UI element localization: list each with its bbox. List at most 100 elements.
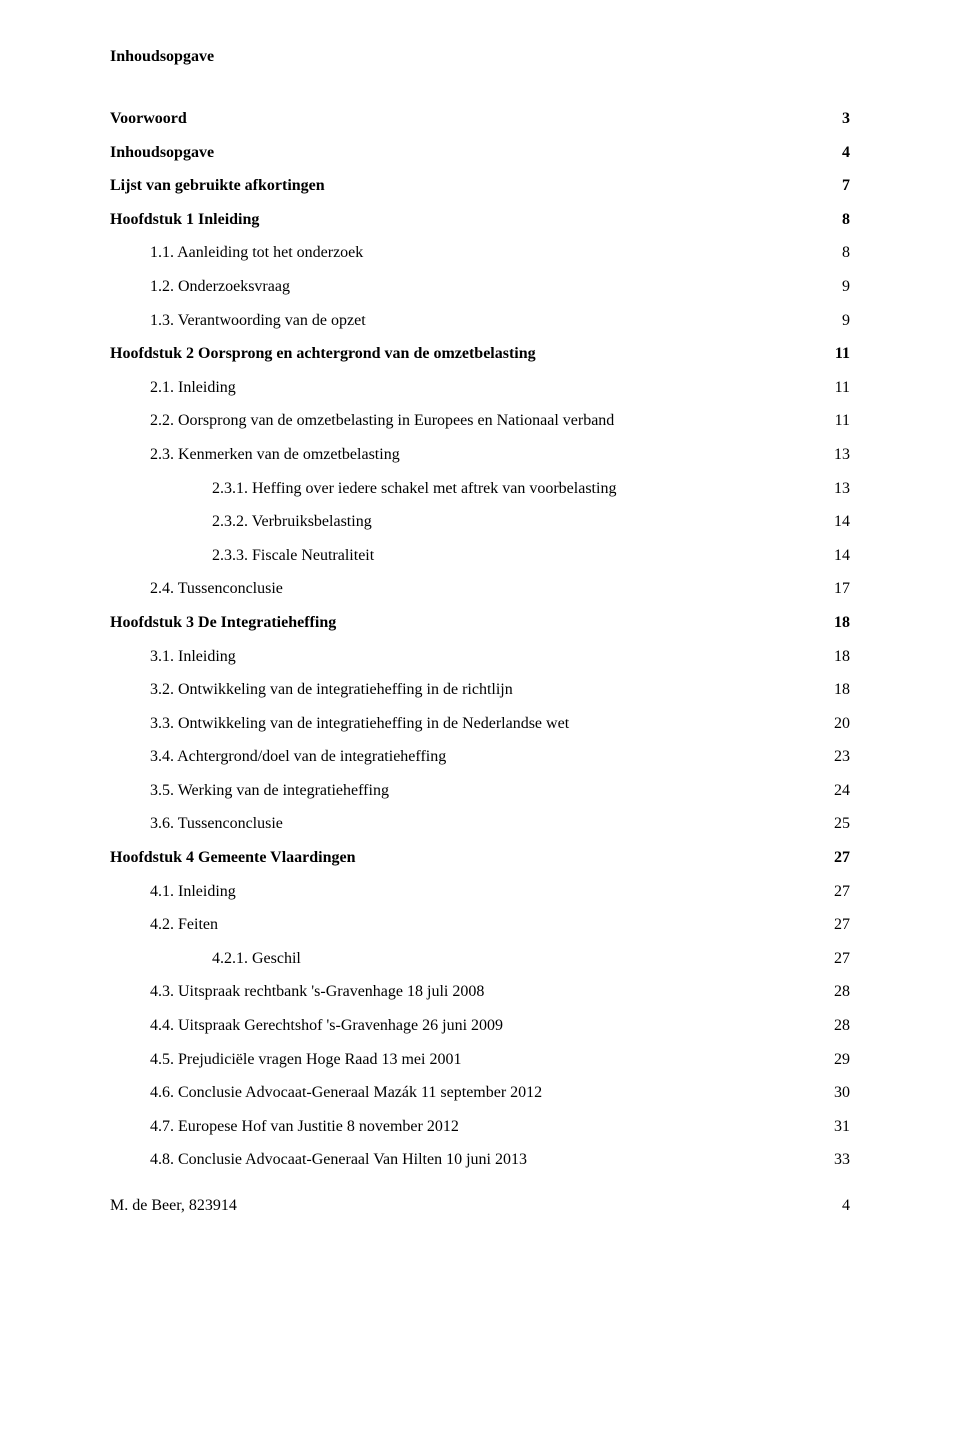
toc-entry-label: 3.5. Werking van de integratieheffing — [110, 774, 810, 808]
toc-entry-page: 8 — [810, 236, 850, 270]
toc-entry-page: 14 — [810, 539, 850, 573]
toc-entry-label: 4.5. Prejudiciële vragen Hoge Raad 13 me… — [110, 1043, 810, 1077]
table-of-contents: Voorwoord3Inhoudsopgave4Lijst van gebrui… — [110, 102, 850, 1177]
toc-row: 2.3.3. Fiscale Neutraliteit14 — [110, 539, 850, 573]
toc-entry-page: 13 — [810, 438, 850, 472]
toc-entry-label: 3.3. Ontwikkeling van de integratieheffi… — [110, 707, 810, 741]
toc-row: 4.4. Uitspraak Gerechtshof 's-Gravenhage… — [110, 1009, 850, 1043]
toc-entry-page: 17 — [810, 572, 850, 606]
toc-entry-page: 24 — [810, 774, 850, 808]
toc-entry-label: 2.1. Inleiding — [110, 371, 810, 405]
toc-entry-label: Hoofdstuk 1 Inleiding — [110, 203, 810, 237]
page-footer: M. de Beer, 823914 4 — [110, 1197, 850, 1215]
toc-entry-page: 27 — [810, 908, 850, 942]
toc-entry-page: 33 — [810, 1143, 850, 1177]
toc-entry-label: 4.6. Conclusie Advocaat-Generaal Mazák 1… — [110, 1076, 810, 1110]
toc-row: 1.3. Verantwoording van de opzet9 — [110, 304, 850, 338]
toc-entry-page: 28 — [810, 975, 850, 1009]
toc-entry-label: 2.3.3. Fiscale Neutraliteit — [110, 539, 810, 573]
footer-page-number: 4 — [842, 1197, 850, 1215]
toc-entry-page: 27 — [810, 875, 850, 909]
toc-entry-label: Hoofdstuk 2 Oorsprong en achtergrond van… — [110, 337, 810, 371]
toc-entry-page: 13 — [810, 472, 850, 506]
toc-entry-page: 7 — [810, 169, 850, 203]
toc-entry-label: 1.3. Verantwoording van de opzet — [110, 304, 810, 338]
toc-entry-page: 18 — [810, 640, 850, 674]
toc-entry-label: 4.1. Inleiding — [110, 875, 810, 909]
toc-entry-page: 11 — [810, 371, 850, 405]
toc-row: 4.1. Inleiding27 — [110, 875, 850, 909]
toc-row: 4.6. Conclusie Advocaat-Generaal Mazák 1… — [110, 1076, 850, 1110]
toc-entry-label: Hoofdstuk 4 Gemeente Vlaardingen — [110, 841, 810, 875]
toc-entry-label: 1.1. Aanleiding tot het onderzoek — [110, 236, 810, 270]
footer-author: M. de Beer, 823914 — [110, 1197, 237, 1215]
toc-row: Hoofdstuk 1 Inleiding8 — [110, 203, 850, 237]
toc-entry-label: 3.2. Ontwikkeling van de integratieheffi… — [110, 673, 810, 707]
toc-entry-page: 27 — [810, 942, 850, 976]
toc-row: 2.3.2. Verbruiksbelasting14 — [110, 505, 850, 539]
toc-row: Hoofdstuk 3 De Integratieheffing18 — [110, 606, 850, 640]
toc-row: 1.2. Onderzoeksvraag9 — [110, 270, 850, 304]
toc-entry-page: 31 — [810, 1110, 850, 1144]
toc-entry-label: Voorwoord — [110, 102, 810, 136]
page-title: Inhoudsopgave — [110, 48, 850, 66]
toc-row: 3.4. Achtergrond/doel van de integratieh… — [110, 740, 850, 774]
toc-entry-page: 23 — [810, 740, 850, 774]
toc-entry-page: 8 — [810, 203, 850, 237]
toc-entry-page: 18 — [810, 606, 850, 640]
toc-row: 2.2. Oorsprong van de omzetbelasting in … — [110, 404, 850, 438]
toc-entry-label: 4.2. Feiten — [110, 908, 810, 942]
toc-entry-label: Inhoudsopgave — [110, 136, 810, 170]
toc-row: 4.3. Uitspraak rechtbank 's-Gravenhage 1… — [110, 975, 850, 1009]
toc-row: Voorwoord3 — [110, 102, 850, 136]
toc-row: 4.7. Europese Hof van Justitie 8 novembe… — [110, 1110, 850, 1144]
toc-row: 1.1. Aanleiding tot het onderzoek8 — [110, 236, 850, 270]
toc-entry-page: 28 — [810, 1009, 850, 1043]
toc-entry-label: 4.7. Europese Hof van Justitie 8 novembe… — [110, 1110, 810, 1144]
toc-entry-page: 14 — [810, 505, 850, 539]
toc-row: Inhoudsopgave4 — [110, 136, 850, 170]
toc-entry-page: 11 — [810, 337, 850, 371]
toc-row: 4.5. Prejudiciële vragen Hoge Raad 13 me… — [110, 1043, 850, 1077]
toc-row: 2.3.1. Heffing over iedere schakel met a… — [110, 472, 850, 506]
toc-entry-label: 3.1. Inleiding — [110, 640, 810, 674]
toc-entry-page: 25 — [810, 807, 850, 841]
toc-entry-page: 20 — [810, 707, 850, 741]
toc-entry-label: 4.2.1. Geschil — [110, 942, 810, 976]
toc-row: Hoofdstuk 4 Gemeente Vlaardingen27 — [110, 841, 850, 875]
toc-entry-label: 3.4. Achtergrond/doel van de integratieh… — [110, 740, 810, 774]
toc-row: 2.3. Kenmerken van de omzetbelasting13 — [110, 438, 850, 472]
toc-row: 4.8. Conclusie Advocaat-Generaal Van Hil… — [110, 1143, 850, 1177]
toc-entry-label: 4.3. Uitspraak rechtbank 's-Gravenhage 1… — [110, 975, 810, 1009]
toc-entry-page: 29 — [810, 1043, 850, 1077]
toc-entry-page: 11 — [810, 404, 850, 438]
toc-entry-label: 1.2. Onderzoeksvraag — [110, 270, 810, 304]
toc-entry-page: 9 — [810, 270, 850, 304]
toc-entry-label: 4.4. Uitspraak Gerechtshof 's-Gravenhage… — [110, 1009, 810, 1043]
toc-row: 3.3. Ontwikkeling van de integratieheffi… — [110, 707, 850, 741]
toc-entry-label: 2.3.2. Verbruiksbelasting — [110, 505, 810, 539]
toc-entry-label: Lijst van gebruikte afkortingen — [110, 169, 810, 203]
toc-entry-label: 2.2. Oorsprong van de omzetbelasting in … — [110, 404, 810, 438]
toc-entry-label: 2.4. Tussenconclusie — [110, 572, 810, 606]
toc-entry-page: 4 — [810, 136, 850, 170]
toc-entry-page: 30 — [810, 1076, 850, 1110]
toc-entry-label: 4.8. Conclusie Advocaat-Generaal Van Hil… — [110, 1143, 810, 1177]
toc-row: 4.2. Feiten27 — [110, 908, 850, 942]
toc-row: 2.4. Tussenconclusie17 — [110, 572, 850, 606]
toc-entry-label: 3.6. Tussenconclusie — [110, 807, 810, 841]
toc-entry-page: 27 — [810, 841, 850, 875]
toc-row: 2.1. Inleiding11 — [110, 371, 850, 405]
toc-entry-label: Hoofdstuk 3 De Integratieheffing — [110, 606, 810, 640]
toc-row: 3.1. Inleiding18 — [110, 640, 850, 674]
toc-row: 3.5. Werking van de integratieheffing24 — [110, 774, 850, 808]
toc-entry-page: 3 — [810, 102, 850, 136]
toc-entry-label: 2.3. Kenmerken van de omzetbelasting — [110, 438, 810, 472]
toc-row: Lijst van gebruikte afkortingen7 — [110, 169, 850, 203]
toc-row: 3.6. Tussenconclusie25 — [110, 807, 850, 841]
toc-entry-label: 2.3.1. Heffing over iedere schakel met a… — [110, 472, 810, 506]
toc-entry-page: 18 — [810, 673, 850, 707]
toc-entry-page: 9 — [810, 304, 850, 338]
toc-row: Hoofdstuk 2 Oorsprong en achtergrond van… — [110, 337, 850, 371]
toc-row: 4.2.1. Geschil27 — [110, 942, 850, 976]
